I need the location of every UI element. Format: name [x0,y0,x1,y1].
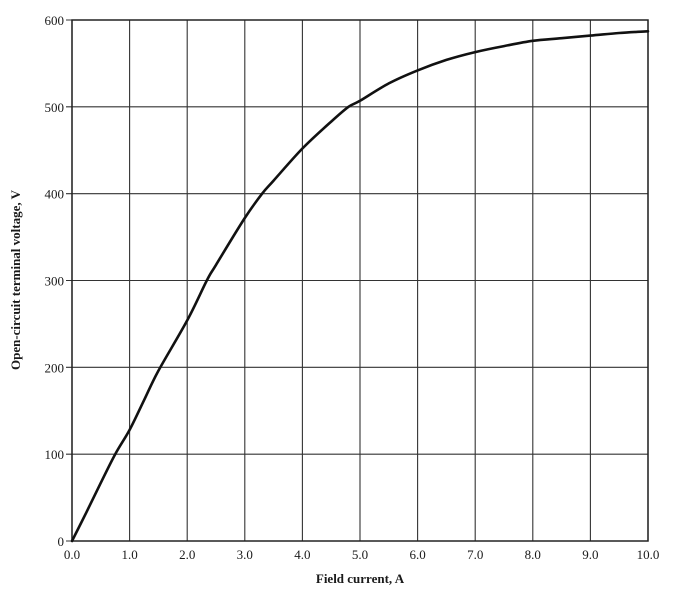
y-axis-title: Open-circuit terminal voltage, V [8,189,23,370]
y-tick-label: 0 [58,534,65,549]
plot-frame [71,19,649,542]
x-tick-label: 0.0 [64,547,80,562]
y-axis-tick-labels: 0 100 200 300 400 500 600 [45,13,65,549]
y-tick-label: 500 [45,100,65,115]
x-tick-label: 2.0 [179,547,195,562]
data-series-line [70,30,650,543]
x-tick-label: 1.0 [121,547,137,562]
x-tick-label: 7.0 [467,547,483,562]
x-tick-label: 5.0 [352,547,368,562]
x-tick-label: 10.0 [637,547,660,562]
x-tick-label: 9.0 [582,547,598,562]
y-tick-label: 300 [45,274,65,289]
y-tick-label: 600 [45,13,65,28]
x-tick-label: 4.0 [294,547,310,562]
y-tick-label: 100 [45,447,65,462]
grid-lines [66,19,649,542]
x-axis-tick-labels: 0.0 1.0 2.0 3.0 4.0 5.0 6.0 7.0 8.0 9.0 10.0 [64,547,660,562]
x-tick-label: 8.0 [525,547,541,562]
x-axis-title: Field current, A [316,571,405,586]
x-tick-label: 6.0 [409,547,425,562]
y-tick-label: 200 [45,360,65,375]
x-tick-label: 3.0 [237,547,253,562]
y-tick-label: 400 [45,187,65,202]
